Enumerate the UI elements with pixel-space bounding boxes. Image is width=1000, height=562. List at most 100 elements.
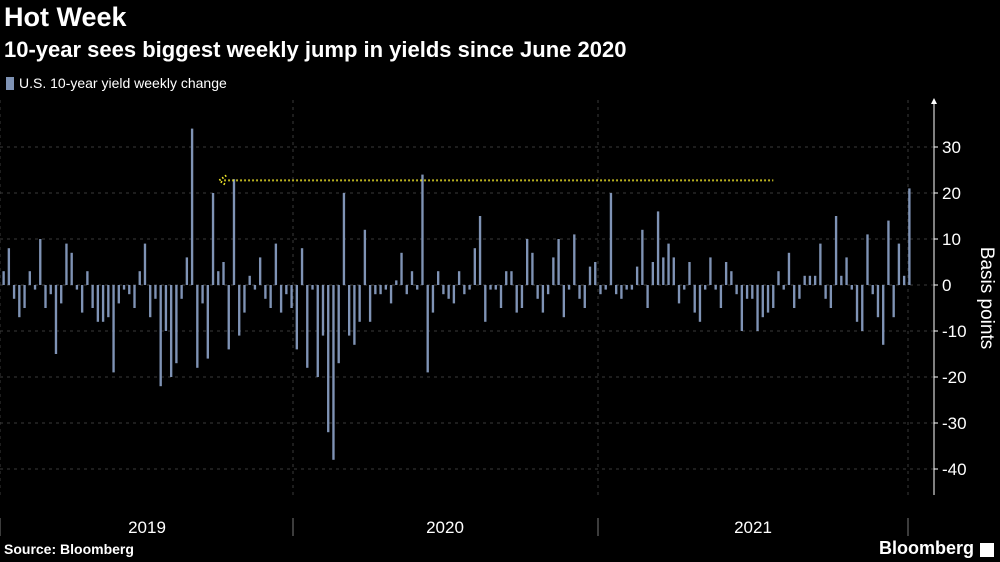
bar bbox=[594, 262, 597, 285]
bar bbox=[567, 285, 571, 290]
bar bbox=[405, 285, 408, 295]
bar bbox=[698, 285, 702, 322]
legend-label: U.S. 10-year yield weekly change bbox=[19, 75, 227, 91]
bar bbox=[395, 280, 398, 285]
bar bbox=[431, 285, 435, 313]
bar bbox=[138, 271, 141, 285]
bar bbox=[54, 285, 58, 354]
bar bbox=[588, 266, 592, 285]
bar bbox=[217, 271, 220, 285]
bar bbox=[86, 271, 89, 285]
bar bbox=[12, 285, 16, 299]
bar bbox=[311, 285, 314, 290]
bar bbox=[421, 174, 424, 285]
bar bbox=[23, 285, 26, 308]
bar bbox=[285, 285, 288, 295]
bar bbox=[578, 285, 581, 299]
y-tick-label: -10 bbox=[942, 322, 967, 341]
bar bbox=[149, 285, 152, 318]
bar bbox=[468, 285, 471, 290]
bar bbox=[562, 285, 566, 318]
bar bbox=[505, 271, 508, 285]
bar bbox=[683, 285, 686, 290]
bar bbox=[813, 275, 817, 285]
bar bbox=[808, 275, 812, 285]
bar bbox=[724, 262, 728, 285]
bar bbox=[243, 285, 246, 313]
bar bbox=[70, 252, 73, 285]
bar bbox=[39, 239, 42, 285]
bar bbox=[374, 285, 377, 295]
bar bbox=[473, 248, 477, 285]
bar bbox=[342, 193, 346, 285]
annotation-arrow-head bbox=[217, 174, 227, 187]
bar bbox=[316, 285, 319, 377]
bar bbox=[75, 285, 79, 290]
bar bbox=[96, 285, 100, 322]
bar bbox=[112, 285, 115, 373]
bar bbox=[478, 216, 482, 285]
bar bbox=[735, 285, 738, 295]
bar bbox=[709, 257, 712, 285]
bar bbox=[332, 285, 335, 460]
bar bbox=[515, 285, 518, 313]
bar bbox=[33, 285, 37, 290]
bar bbox=[793, 285, 796, 308]
bar bbox=[646, 285, 649, 308]
bar bbox=[122, 285, 126, 290]
bar bbox=[384, 285, 387, 290]
bar bbox=[143, 243, 147, 285]
bar bbox=[44, 285, 47, 308]
bar bbox=[641, 229, 644, 285]
bar bbox=[510, 271, 513, 285]
bar bbox=[861, 285, 864, 331]
bar bbox=[751, 285, 754, 299]
bloomberg-mark-icon bbox=[980, 543, 994, 557]
legend-swatch bbox=[6, 76, 14, 90]
bar bbox=[222, 262, 225, 285]
bar bbox=[347, 285, 351, 336]
bar bbox=[840, 275, 843, 285]
x-year-label: 2019 bbox=[128, 518, 166, 537]
bar bbox=[60, 285, 63, 304]
bar bbox=[719, 285, 723, 308]
bar bbox=[279, 285, 283, 313]
bar bbox=[211, 193, 215, 285]
bar bbox=[410, 271, 414, 285]
bar bbox=[541, 285, 545, 313]
bar bbox=[7, 248, 11, 285]
bar bbox=[107, 285, 110, 318]
bar bbox=[133, 285, 136, 308]
bar bbox=[101, 285, 105, 322]
bar bbox=[436, 271, 440, 285]
bar bbox=[274, 243, 278, 285]
chart-title: Hot Week bbox=[4, 2, 127, 32]
bar bbox=[264, 285, 267, 299]
bar bbox=[876, 285, 880, 318]
bar bbox=[662, 257, 665, 285]
bar bbox=[520, 285, 524, 308]
bar bbox=[761, 285, 764, 318]
bar bbox=[871, 285, 874, 295]
bar bbox=[306, 285, 309, 368]
bar bbox=[484, 285, 487, 322]
bar bbox=[463, 285, 466, 295]
bar bbox=[489, 285, 492, 290]
bar bbox=[499, 285, 503, 308]
bar bbox=[714, 285, 717, 290]
y-tick-label: -30 bbox=[942, 414, 967, 433]
bar bbox=[154, 285, 157, 299]
bar bbox=[248, 275, 251, 285]
bar bbox=[887, 220, 890, 285]
bar bbox=[897, 243, 901, 285]
bar bbox=[269, 285, 272, 308]
bar bbox=[117, 285, 120, 304]
bar bbox=[65, 243, 68, 285]
bar bbox=[630, 285, 634, 290]
x-year-label: 2020 bbox=[426, 518, 464, 537]
bar bbox=[321, 285, 325, 336]
bar bbox=[772, 285, 775, 308]
bar bbox=[290, 285, 293, 308]
bar bbox=[803, 275, 806, 285]
bar bbox=[238, 285, 241, 336]
